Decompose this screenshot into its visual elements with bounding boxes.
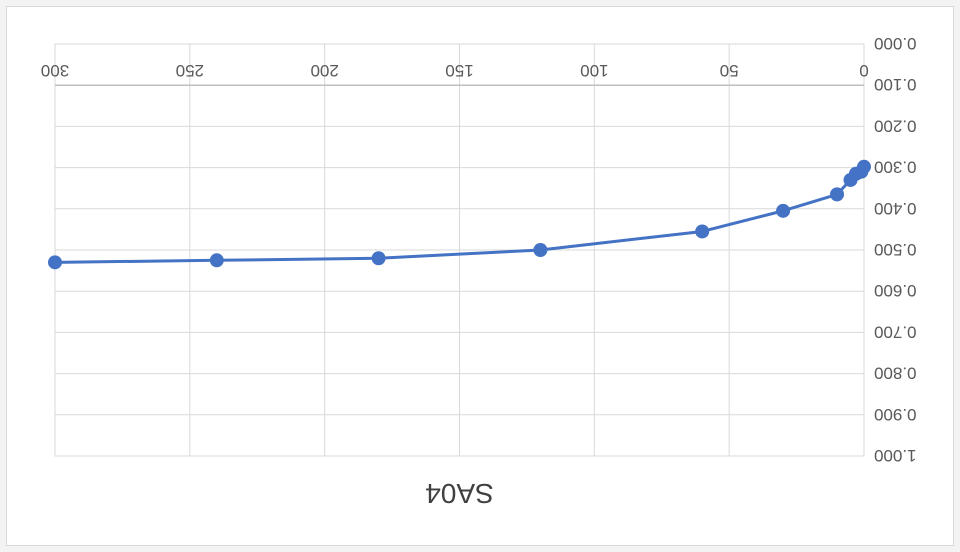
- y-tick-label: 0.600: [874, 281, 917, 300]
- x-tick-label: 0: [859, 61, 868, 80]
- y-tick-label: 0.800: [874, 364, 917, 383]
- chart-title: SA04: [425, 478, 494, 509]
- data-point: [533, 243, 548, 257]
- y-tick-label: 0.000: [874, 34, 917, 53]
- y-tick-label: 1.000: [874, 446, 917, 465]
- data-point: [830, 187, 845, 202]
- data-point: [48, 255, 62, 270]
- label-layer: 0.000 0.100 0.200 0.300 0.400 0.500 0.600 0.700…: [41, 34, 917, 465]
- y-tick-label: 0.300: [874, 158, 917, 177]
- plot-area-border: [54, 43, 865, 457]
- y-tick-label: 0.400: [874, 199, 917, 218]
- data-point: [776, 203, 791, 218]
- x-tick-label: 300: [41, 61, 69, 80]
- y-tick-label: 0.700: [874, 322, 917, 341]
- data-point: [209, 253, 224, 268]
- data-point: [371, 251, 386, 266]
- y-tick-label: 0.500: [874, 240, 917, 259]
- x-tick-label: 50: [720, 61, 739, 80]
- series-layer: [48, 159, 871, 270]
- x-tick-label: 150: [445, 61, 473, 80]
- x-tick-label: 200: [310, 61, 338, 80]
- x-tick-label: 250: [176, 61, 204, 80]
- y-tick-label: 0.100: [874, 75, 917, 94]
- y-tick-label: 0.200: [874, 116, 917, 135]
- x-tick-label: 100: [580, 61, 608, 80]
- grid-layer: [54, 43, 865, 457]
- data-point: [843, 172, 858, 187]
- data-point: [695, 224, 710, 239]
- y-tick-label: 0.900: [874, 405, 917, 424]
